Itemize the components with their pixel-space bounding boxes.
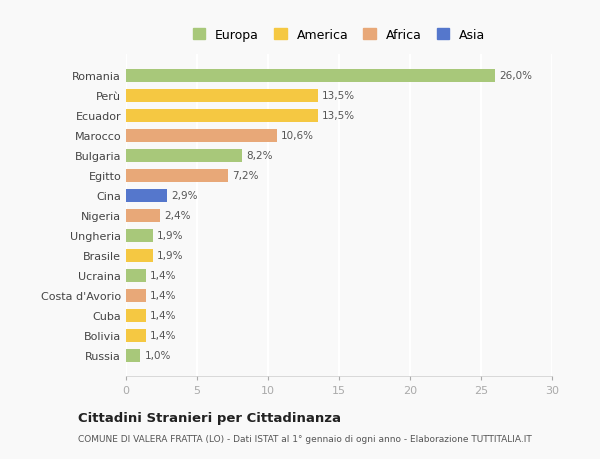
Text: Cittadini Stranieri per Cittadinanza: Cittadini Stranieri per Cittadinanza	[78, 411, 341, 424]
Bar	[126, 150, 242, 162]
Bar	[126, 90, 318, 102]
Text: 1,4%: 1,4%	[150, 270, 176, 280]
Legend: Europa, America, Africa, Asia: Europa, America, Africa, Asia	[190, 26, 488, 44]
Bar	[126, 309, 146, 322]
Text: 13,5%: 13,5%	[322, 91, 355, 101]
Text: 26,0%: 26,0%	[499, 71, 532, 81]
Bar	[126, 169, 228, 182]
Text: 7,2%: 7,2%	[233, 171, 259, 181]
Text: 2,4%: 2,4%	[164, 211, 191, 221]
Text: 1,4%: 1,4%	[150, 330, 176, 340]
Bar	[126, 249, 153, 262]
Bar	[126, 70, 495, 83]
Text: 1,0%: 1,0%	[145, 350, 171, 360]
Bar	[126, 269, 146, 282]
Text: 13,5%: 13,5%	[322, 111, 355, 121]
Text: 1,4%: 1,4%	[150, 310, 176, 320]
Text: 1,4%: 1,4%	[150, 291, 176, 301]
Bar	[126, 189, 167, 202]
Text: COMUNE DI VALERA FRATTA (LO) - Dati ISTAT al 1° gennaio di ogni anno - Elaborazi: COMUNE DI VALERA FRATTA (LO) - Dati ISTA…	[78, 434, 532, 443]
Bar	[126, 289, 146, 302]
Bar	[126, 229, 153, 242]
Bar	[126, 329, 146, 342]
Bar	[126, 349, 140, 362]
Bar	[126, 209, 160, 222]
Bar	[126, 110, 318, 123]
Text: 8,2%: 8,2%	[247, 151, 273, 161]
Text: 1,9%: 1,9%	[157, 251, 184, 261]
Text: 10,6%: 10,6%	[281, 131, 314, 141]
Text: 2,9%: 2,9%	[172, 191, 198, 201]
Text: 1,9%: 1,9%	[157, 231, 184, 241]
Bar	[126, 129, 277, 142]
